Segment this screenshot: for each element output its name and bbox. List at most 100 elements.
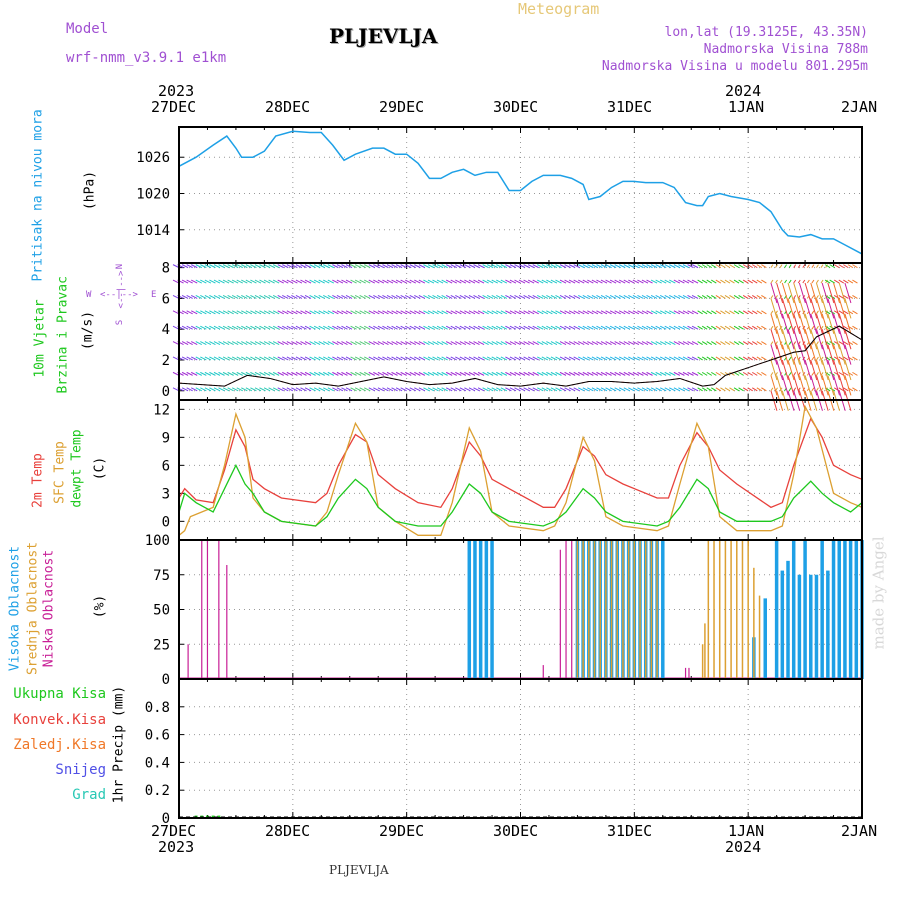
- wind-barb: [678, 325, 685, 330]
- wind-barb: [537, 356, 544, 361]
- wind-barb: [482, 264, 489, 269]
- wind-barb: [537, 310, 544, 315]
- wind-barb: [776, 344, 784, 365]
- wind-barb: [231, 371, 239, 376]
- wind-barb: [482, 387, 489, 392]
- wind-barb: [231, 310, 239, 315]
- wind-barb: [738, 387, 744, 392]
- wind-barb: [821, 329, 829, 350]
- wind-barb: [619, 371, 626, 376]
- station-elevation: Nadmorska Visina 788m: [703, 42, 868, 57]
- cloud-high-bar: [803, 540, 807, 679]
- wind-barb: [738, 371, 744, 376]
- wind-barb: [436, 325, 444, 330]
- wind-barb: [852, 371, 858, 376]
- wind-barb: [720, 310, 726, 315]
- wind-barb: [213, 294, 221, 299]
- wind-barb: [697, 279, 703, 284]
- wind-barb: [798, 344, 806, 365]
- wind-barb: [641, 387, 649, 392]
- wind-barb: [691, 294, 699, 299]
- wind-barb: [650, 310, 658, 315]
- wind-barb: [373, 341, 380, 346]
- wind-barb: [309, 387, 316, 392]
- wind-barb: [327, 356, 335, 361]
- wind-barb: [641, 325, 649, 330]
- wind-barb: [701, 356, 708, 361]
- wind-barb: [619, 356, 626, 361]
- wind-barb: [715, 387, 722, 392]
- wind-barb: [770, 310, 774, 315]
- wind-barb: [838, 344, 846, 365]
- wind-barb: [441, 387, 448, 392]
- wind-barb: [682, 387, 690, 392]
- wind-barb: [555, 387, 562, 392]
- cloud-mid-bar: [610, 540, 613, 679]
- wind-barb: [650, 264, 658, 269]
- wind-barb: [527, 264, 535, 269]
- wind-barb: [291, 387, 298, 392]
- wind-barb: [323, 325, 330, 330]
- wind-barb: [655, 356, 662, 361]
- wind-barb: [263, 294, 271, 299]
- cloud-low-bar: [571, 540, 573, 679]
- wind-barb: [323, 387, 330, 392]
- wind-barb: [323, 264, 330, 269]
- wind-barb: [844, 359, 852, 381]
- wind-barb-layer: [172, 264, 858, 411]
- wind-barb: [523, 356, 530, 361]
- wind-barb: [332, 310, 339, 315]
- wind-barb: [527, 387, 535, 392]
- wind-barb: [541, 356, 549, 361]
- wind-barb: [537, 264, 544, 269]
- wind-barb: [386, 325, 394, 330]
- wind-barb: [318, 310, 325, 315]
- wind-barb: [350, 356, 357, 361]
- wind-barb: [641, 279, 649, 284]
- wind-barb: [364, 325, 371, 330]
- wind-barb: [350, 294, 357, 299]
- wind-barb: [614, 325, 621, 330]
- wind-barb: [816, 341, 819, 345]
- wind-barb: [477, 310, 485, 315]
- wind-barb: [354, 279, 362, 284]
- wind-barb: [523, 325, 530, 330]
- wind-barb: [250, 387, 257, 392]
- y-tick-label: 1026: [136, 150, 170, 166]
- wind-barb: [669, 310, 676, 315]
- wind-barb: [587, 387, 594, 392]
- wind-barb: [404, 294, 412, 299]
- wind-barb: [450, 325, 457, 330]
- wind-barb: [843, 325, 849, 330]
- wind-barb: [761, 341, 767, 346]
- cloud-mid-bar: [741, 540, 744, 679]
- wind-barb: [852, 279, 858, 284]
- wind-barb: [659, 310, 667, 315]
- wind-barb: [582, 310, 590, 315]
- wind-barb: [286, 356, 294, 361]
- wind-barb: [573, 341, 580, 346]
- wind-barb: [605, 264, 612, 269]
- wind-barb: [231, 341, 239, 346]
- wind-barb: [532, 325, 539, 330]
- y-tick-label: 2: [162, 353, 170, 369]
- wind-barb: [231, 279, 239, 284]
- wind-barb: [455, 356, 462, 361]
- wind-barb: [204, 387, 212, 392]
- wind-barb: [798, 375, 806, 396]
- wind-barb: [391, 356, 398, 361]
- wind-barb: [646, 341, 653, 346]
- wind-barb: [546, 371, 553, 376]
- wind-barb: [409, 294, 416, 299]
- wind-barb: [678, 264, 685, 269]
- wind-barb: [450, 264, 457, 269]
- wind-barb: [209, 325, 216, 330]
- wind-barb: [227, 264, 234, 269]
- wind-barb: [788, 325, 792, 330]
- wind-barb: [295, 325, 303, 330]
- wind-barb: [650, 356, 658, 361]
- wind-barb: [313, 264, 321, 269]
- wind-barb: [354, 294, 362, 299]
- wind-barb: [186, 325, 193, 330]
- wind-barb: [336, 294, 344, 299]
